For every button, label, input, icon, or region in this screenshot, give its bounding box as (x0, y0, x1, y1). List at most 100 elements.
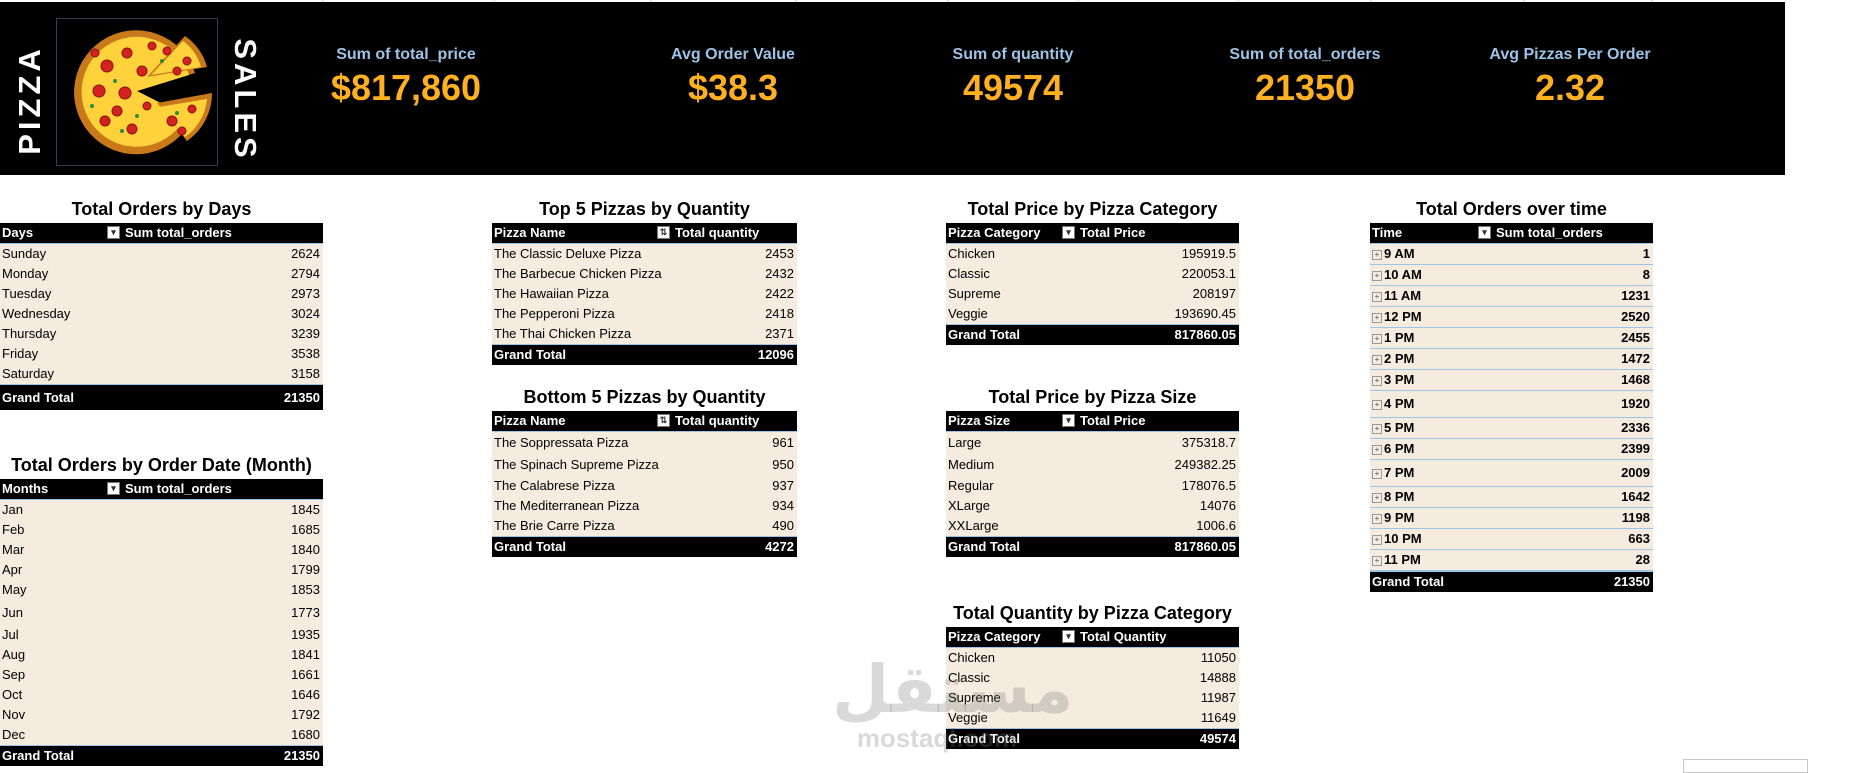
expand-icon[interactable]: + (1372, 468, 1382, 479)
pivot-row[interactable]: Friday 3538 (0, 344, 323, 364)
filter-dropdown-icon[interactable]: ▾ (107, 226, 120, 239)
kpi-sum-quantity: Sum of quantity 49574 (933, 46, 1093, 109)
pivot-row[interactable]: Monday 2794 (0, 264, 323, 284)
kpi-label: Sum of quantity (952, 46, 1074, 63)
expand-icon[interactable]: + (1372, 534, 1382, 545)
pivot-row[interactable]: Thursday 3239 (0, 324, 323, 344)
pivot-row[interactable]: The Hawaiian Pizza 2422 (492, 284, 797, 304)
filter-dropdown-icon[interactable]: ⇅ (657, 226, 670, 239)
pivot-row-value: 1472 (1621, 351, 1650, 366)
pivot-row[interactable]: Saturday 3158 (0, 364, 323, 384)
pivot-row[interactable]: Jan 1845 (0, 500, 323, 520)
grand-total-value: 817860.05 (1174, 327, 1236, 342)
expand-icon[interactable]: + (1372, 555, 1382, 566)
expand-icon[interactable]: + (1372, 312, 1382, 323)
pivot-grand-total-row: Grand Total 21350 (0, 745, 323, 766)
pivot-row-value: 1646 (291, 687, 320, 702)
pivot-row[interactable]: The Brie Carre Pizza 490 (492, 516, 797, 536)
filter-dropdown-icon[interactable]: ⇅ (657, 414, 670, 427)
expand-icon[interactable]: + (1372, 444, 1382, 455)
pivot-row[interactable]: Classic 14888 (946, 668, 1239, 688)
expand-icon[interactable]: + (1372, 399, 1382, 410)
pivot-row[interactable]: Apr 1799 (0, 560, 323, 580)
pivot-row-value: 2422 (765, 286, 794, 301)
pivot-row[interactable]: The Mediterranean Pizza 934 (492, 496, 797, 516)
pivot-row-label-text: Mar (2, 542, 25, 557)
pivot-row[interactable]: The Calabrese Pizza 937 (492, 476, 797, 496)
pivot-row[interactable]: +1 PM 2455 (1370, 328, 1653, 349)
pivot-row[interactable]: +12 PM 2520 (1370, 307, 1653, 328)
pivot-row-label: Tuesday (2, 284, 51, 304)
pivot-row[interactable]: +10 AM 8 (1370, 265, 1653, 286)
pivot-row-label: The Barbecue Chicken Pizza (494, 264, 662, 284)
pivot-row[interactable]: Nov 1792 (0, 705, 323, 725)
pivot-row[interactable]: +10 PM 663 (1370, 529, 1653, 550)
expand-icon[interactable]: + (1372, 333, 1382, 344)
pivot-row-label: +12 PM (1372, 307, 1422, 327)
pivot-row[interactable]: +3 PM 1468 (1370, 370, 1653, 391)
pivot-row[interactable]: Feb 1685 (0, 520, 323, 540)
pivot-row[interactable]: +7 PM 2009 (1370, 460, 1653, 487)
expand-icon[interactable]: + (1372, 375, 1382, 386)
pivot-row[interactable]: +11 PM 28 (1370, 550, 1653, 571)
pivot-row[interactable]: Mar 1840 (0, 540, 323, 560)
expand-icon[interactable]: + (1372, 270, 1382, 281)
pivot-row[interactable]: +2 PM 1472 (1370, 349, 1653, 370)
pivot-row-value: 14076 (1199, 498, 1236, 513)
pivot-header: Months ▾ Sum total_orders (0, 479, 323, 500)
pivot-row[interactable]: Jul 1935 (0, 625, 323, 645)
pivot-row[interactable]: +9 AM 1 (1370, 244, 1653, 265)
expand-icon[interactable]: + (1372, 291, 1382, 302)
pivot-row[interactable]: Dec 1680 (0, 725, 323, 745)
pivot-row[interactable]: Veggie 193690.45 (946, 304, 1239, 324)
pivot-row[interactable]: Chicken 11050 (946, 648, 1239, 668)
pivot-row[interactable]: Sunday 2624 (0, 244, 323, 264)
pivot-row[interactable]: The Thai Chicken Pizza 2371 (492, 324, 797, 344)
column-gridline (494, 0, 495, 3)
pivot-row[interactable]: The Pepperoni Pizza 2418 (492, 304, 797, 324)
pivot-row[interactable]: The Barbecue Chicken Pizza 2432 (492, 264, 797, 284)
pivot-row[interactable]: Veggie 11649 (946, 708, 1239, 728)
pivot-row[interactable]: Classic 220053.1 (946, 264, 1239, 284)
filter-dropdown-icon[interactable]: ▾ (1062, 226, 1075, 239)
pivot-row[interactable]: Regular 178076.5 (946, 476, 1239, 496)
pivot-row[interactable]: Oct 1646 (0, 685, 323, 705)
filter-dropdown-icon[interactable]: ▾ (1062, 414, 1075, 427)
pivot-row[interactable]: The Classic Deluxe Pizza 2453 (492, 244, 797, 264)
pivot-row[interactable]: The Spinach Supreme Pizza 950 (492, 454, 797, 476)
pivot-row-label-text: 3 PM (1384, 372, 1415, 387)
expand-icon[interactable]: + (1372, 354, 1382, 365)
pivot-row[interactable]: XXLarge 1006.6 (946, 516, 1239, 536)
expand-icon[interactable]: + (1372, 513, 1382, 524)
filter-dropdown-icon[interactable]: ▾ (107, 482, 120, 495)
expand-icon[interactable]: + (1372, 249, 1382, 260)
pivot-row-label-text: 6 PM (1384, 441, 1415, 456)
pivot-row[interactable]: +5 PM 2336 (1370, 418, 1653, 439)
pivot-row[interactable]: Supreme 11987 (946, 688, 1239, 708)
pivot-row[interactable]: Wednesday 3024 (0, 304, 323, 324)
pivot-row[interactable]: +4 PM 1920 (1370, 391, 1653, 418)
pivot-row[interactable]: Aug 1841 (0, 645, 323, 665)
pivot-row[interactable]: +9 PM 1198 (1370, 508, 1653, 529)
pivot-row[interactable]: The Soppressata Pizza 961 (492, 432, 797, 454)
pivot-row[interactable]: Medium 249382.25 (946, 454, 1239, 476)
pivot-row[interactable]: May 1853 (0, 580, 323, 600)
pivot-row[interactable]: Chicken 195919.5 (946, 244, 1239, 264)
pivot-row[interactable]: +6 PM 2399 (1370, 439, 1653, 460)
pivot-row[interactable]: Tuesday 2973 (0, 284, 323, 304)
filter-dropdown-icon[interactable]: ▾ (1478, 226, 1491, 239)
pivot-row-label: The Classic Deluxe Pizza (494, 244, 641, 264)
expand-icon[interactable]: + (1372, 492, 1382, 503)
pivot-row[interactable]: +8 PM 1642 (1370, 487, 1653, 508)
pivot-row[interactable]: XLarge 14076 (946, 496, 1239, 516)
pivot-row[interactable]: +11 AM 1231 (1370, 286, 1653, 307)
expand-icon[interactable]: + (1372, 423, 1382, 434)
pivot-header: Time ▾ Sum total_orders (1370, 223, 1653, 244)
months-pivot-table: Months ▾ Sum total_orders Jan 1845 Feb 1685 Mar… (0, 479, 323, 766)
time-table-title: Total Orders over time (1416, 199, 1607, 219)
filter-dropdown-icon[interactable]: ▾ (1062, 630, 1075, 643)
pivot-row[interactable]: Large 375318.7 (946, 432, 1239, 454)
pivot-row[interactable]: Supreme 208197 (946, 284, 1239, 304)
pivot-row[interactable]: Sep 1661 (0, 665, 323, 685)
pivot-row[interactable]: Jun 1773 (0, 600, 323, 625)
